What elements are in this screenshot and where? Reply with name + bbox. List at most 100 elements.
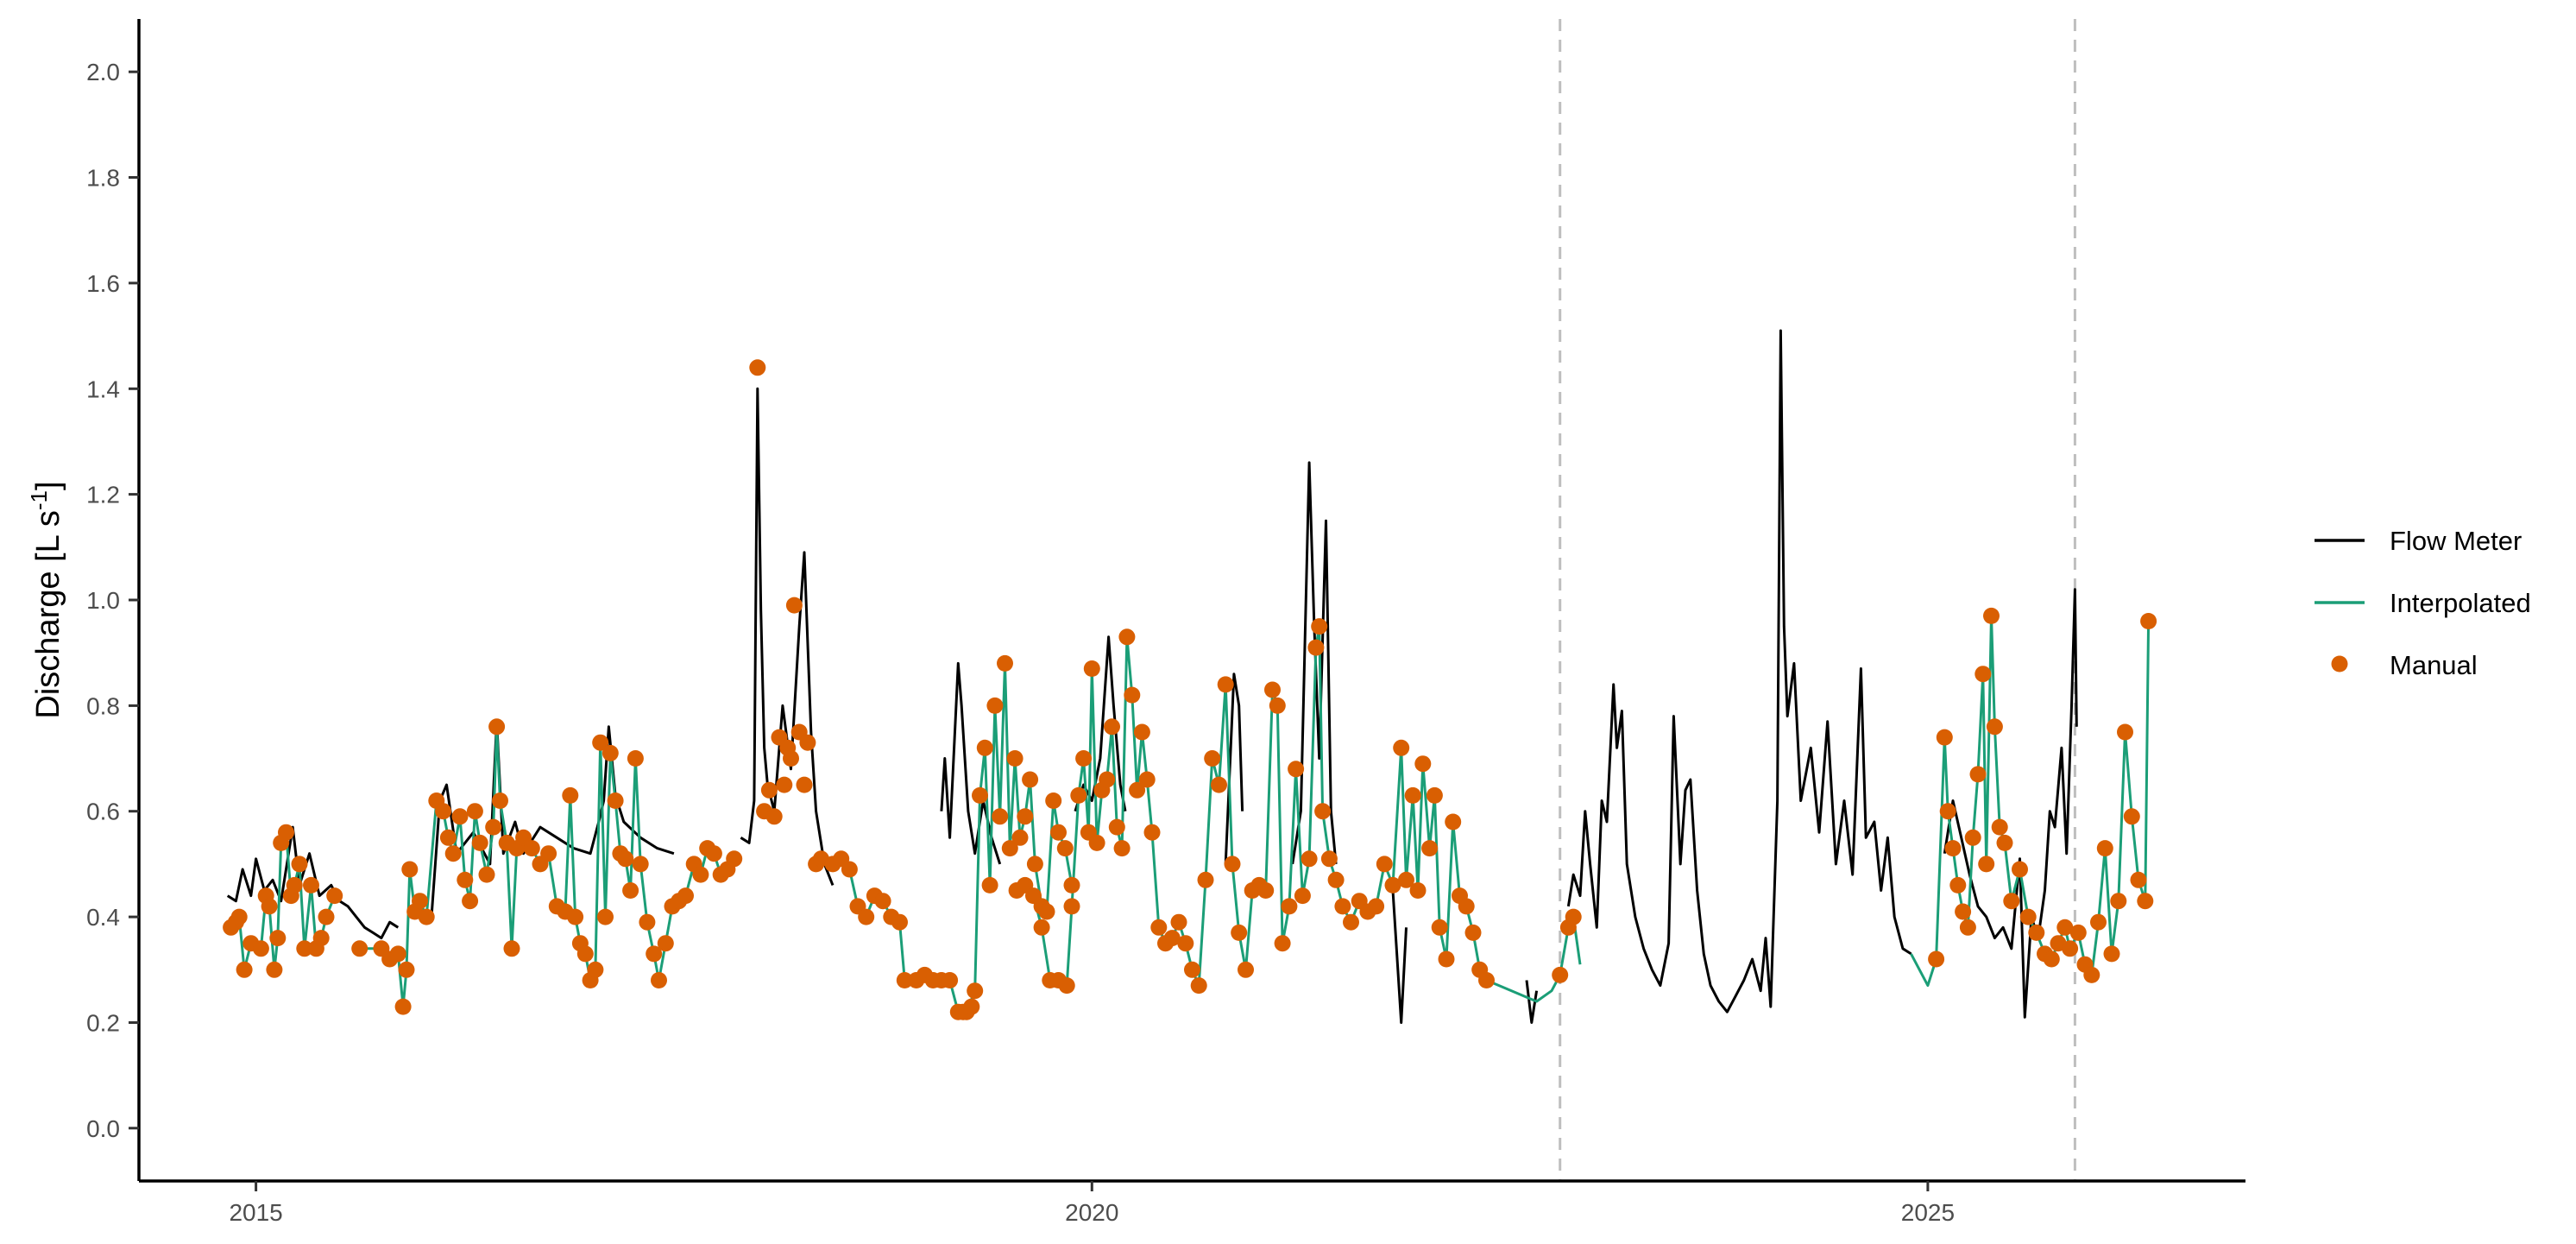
manual-point-13 [286, 876, 303, 894]
legend-label-flow-meter: Flow Meter [2390, 526, 2522, 556]
manual-point-150 [1108, 818, 1125, 836]
manual-point-127 [1026, 856, 1043, 873]
manual-point-234 [2056, 919, 2074, 936]
manual-point-168 [1217, 676, 1234, 693]
legend-key-manual [2331, 655, 2348, 673]
manual-point-218 [1959, 919, 1976, 936]
manual-point-178 [1281, 898, 1298, 915]
manual-point-27 [401, 861, 419, 878]
legend-label-interpolated: Interpolated [2390, 588, 2531, 618]
manual-point-65 [622, 882, 639, 899]
y-ticks: 0.0 0.2 0.4 0.6 0.8 1.0 1.2 1.4 1.6 1.8 2.0 [86, 59, 139, 1142]
manual-point-9 [269, 930, 287, 947]
manual-point-133 [1063, 876, 1080, 894]
flow-meter-segment-1 [430, 720, 675, 918]
manual-point-143 [1075, 750, 1093, 767]
manual-point-243 [2117, 723, 2133, 741]
y-tick-label-8: 1.6 [86, 270, 120, 297]
manual-point-229 [2019, 908, 2037, 925]
manual-point-60 [597, 908, 614, 925]
y-tick-label-6: 1.2 [86, 482, 120, 508]
manual-point-87 [776, 776, 793, 793]
manual-point-48 [523, 840, 540, 857]
manual-point-230 [2028, 924, 2045, 941]
manual-point-122 [1001, 840, 1018, 857]
manual-point-19 [318, 908, 335, 925]
manual-point-211 [1565, 908, 1582, 925]
manual-point-199 [1421, 840, 1439, 857]
manual-point-66 [627, 750, 644, 767]
manual-point-82 [749, 359, 766, 376]
manual-point-183 [1311, 618, 1328, 635]
manual-point-26 [398, 961, 415, 978]
y-tick-label-4: 0.8 [86, 692, 120, 719]
manual-point-177 [1274, 935, 1291, 952]
manual-point-110 [942, 972, 959, 988]
manual-point-219 [1964, 829, 1981, 846]
manual-point-125 [1017, 808, 1034, 825]
y-axis-title: Discharge [L s-1] [26, 481, 66, 718]
manual-point-70 [651, 972, 667, 988]
manual-point-25 [394, 998, 412, 1015]
manual-point-100 [858, 908, 875, 925]
y-axis-title-close: ] [30, 481, 66, 490]
manual-point-241 [2103, 945, 2120, 963]
manual-point-67 [632, 856, 649, 873]
manual-point-123 [1006, 750, 1023, 767]
manual-point-130 [1045, 792, 1062, 809]
manual-point-165 [1197, 871, 1214, 888]
flow-meter-segment-9 [1566, 329, 1912, 1014]
manual-point-58 [587, 961, 604, 978]
manual-point-84 [760, 781, 778, 799]
manual-point-197 [1409, 882, 1427, 899]
y-axis-title-main: Discharge [L s [30, 510, 66, 718]
manual-point-24 [389, 945, 406, 963]
manual-point-163 [1184, 961, 1200, 978]
manual-point-38 [466, 803, 483, 820]
manual-point-76 [692, 866, 709, 883]
manual-point-71 [657, 935, 674, 952]
manual-point-188 [1343, 913, 1359, 931]
manual-point-238 [2083, 966, 2100, 983]
manual-point-118 [981, 876, 998, 894]
manual-point-90 [785, 597, 803, 614]
manual-point-98 [841, 861, 858, 878]
flow-meter-segment-2 [740, 387, 835, 886]
manual-point-203 [1445, 813, 1462, 830]
manual-point-227 [2003, 893, 2020, 910]
manual-point-151 [1113, 840, 1131, 857]
x-tick-label-1: 2020 [1065, 1199, 1118, 1226]
manual-point-206 [1464, 924, 1482, 941]
manual-point-170 [1231, 924, 1248, 941]
manual-point-209 [1552, 966, 1569, 983]
manual-point-174 [1257, 882, 1275, 899]
flow-meter-segment-10 [1943, 588, 2078, 1019]
manual-point-176 [1269, 697, 1286, 714]
manual-point-129 [1038, 903, 1055, 920]
manual-point-68 [639, 913, 656, 931]
manual-point-54 [567, 908, 584, 925]
manual-point-62 [607, 792, 624, 809]
manual-point-193 [1384, 876, 1401, 894]
manual-point-124 [1011, 829, 1029, 846]
manual-point-37 [462, 893, 479, 910]
flow-meter-segment-6 [1291, 461, 1338, 865]
manual-point-15 [296, 940, 313, 957]
manual-point-93 [799, 734, 816, 751]
manual-point-152 [1118, 628, 1136, 646]
manual-point-205 [1458, 898, 1475, 915]
manual-point-117 [976, 739, 993, 756]
manual-point-175 [1264, 681, 1281, 698]
manual-point-242 [2110, 893, 2127, 910]
manual-point-126 [1022, 771, 1039, 788]
series-manual [223, 359, 2157, 1020]
manual-point-34 [444, 845, 462, 862]
manual-point-20 [326, 887, 343, 905]
manual-point-115 [967, 982, 984, 1000]
manual-point-142 [1070, 786, 1087, 804]
manual-point-105 [896, 972, 913, 988]
manual-point-240 [2096, 840, 2113, 857]
y-tick-label-1: 0.2 [86, 1010, 120, 1037]
manual-point-78 [705, 845, 722, 862]
